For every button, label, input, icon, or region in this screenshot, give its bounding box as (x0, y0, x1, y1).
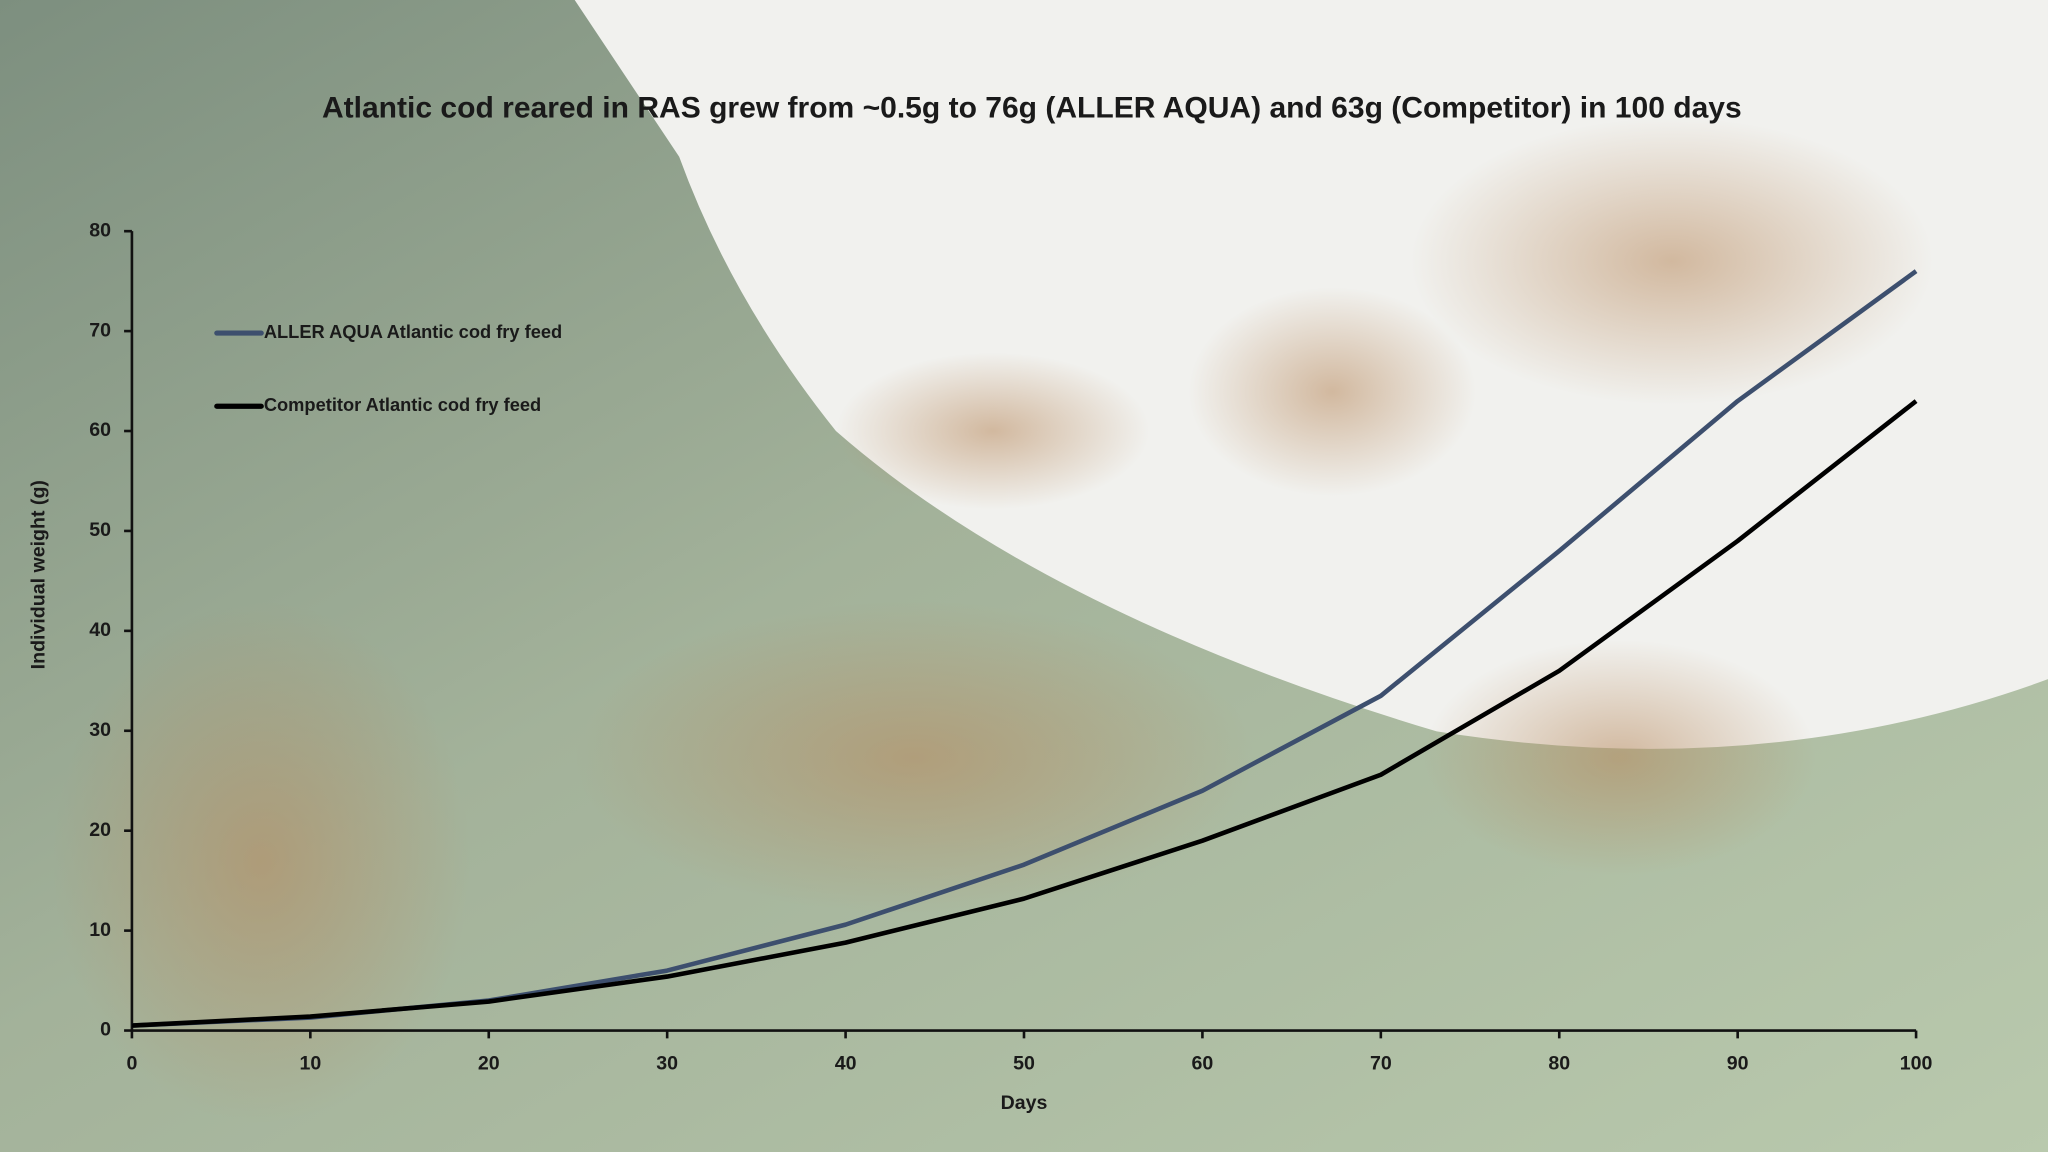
y-tick-label: 70 (89, 319, 111, 341)
x-tick-label: 50 (1013, 1053, 1035, 1075)
x-tick-label: 100 (1900, 1053, 1933, 1075)
x-tick-label: 80 (1548, 1053, 1570, 1075)
chart-title: Atlantic cod reared in RAS grew from ~0.… (322, 92, 1742, 125)
x-tick-label: 0 (126, 1053, 137, 1075)
x-tick-label: 20 (478, 1053, 500, 1075)
x-tick-label: 30 (656, 1053, 678, 1075)
y-tick-label: 20 (89, 819, 111, 841)
y-tick-label: 30 (89, 719, 111, 741)
x-axis-title: Days (1001, 1092, 1048, 1114)
y-tick-label: 40 (89, 619, 111, 641)
series-line (131, 399, 1918, 1028)
y-tick-label: 60 (89, 419, 111, 441)
legend-label: Competitor Atlantic cod fry feed (264, 394, 541, 415)
legend-label: ALLER AQUA Atlantic cod fry feed (264, 321, 562, 342)
x-tick-label: 40 (835, 1053, 857, 1075)
x-tick-label: 70 (1370, 1053, 1392, 1075)
y-tick-label: 50 (89, 519, 111, 541)
y-tick-label: 0 (100, 1019, 111, 1041)
y-axis-title: Individual weight (g) (27, 480, 49, 669)
y-tick-label: 10 (89, 919, 111, 941)
x-tick-label: 90 (1727, 1053, 1749, 1075)
x-tick-label: 60 (1192, 1053, 1214, 1075)
y-tick-label: 80 (89, 219, 111, 241)
x-tick-label: 10 (299, 1053, 321, 1075)
